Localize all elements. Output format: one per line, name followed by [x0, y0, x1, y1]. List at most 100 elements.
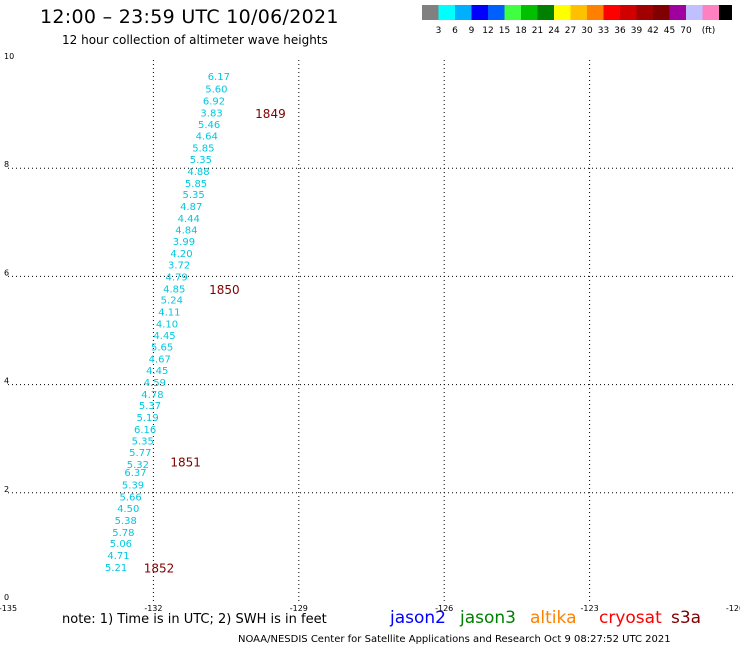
colorbar-label: 30: [581, 26, 593, 36]
wave-height-value: 3.72: [168, 260, 190, 271]
colorbar-label: (ft): [702, 26, 716, 36]
colorbar-swatch: [686, 5, 703, 20]
colorbar-label: 39: [631, 26, 643, 36]
wave-height-value: 5.21: [105, 563, 127, 574]
chart-subtitle: 12 hour collection of altimeter wave hei…: [62, 33, 328, 47]
colorbar-swatch: [488, 5, 505, 20]
wave-height-value: 5.35: [132, 436, 154, 447]
x-tick-label: -120: [726, 604, 740, 613]
colorbar-label: 70: [680, 26, 692, 36]
wave-height-value: 5.66: [119, 493, 141, 504]
wave-height-value: 6.92: [203, 97, 225, 108]
colorbar-swatch: [504, 5, 521, 20]
colorbar-label: 45: [664, 26, 675, 36]
legend-satellite-cryosat: cryosat: [599, 608, 662, 628]
wave-height-value: 5.85: [185, 179, 207, 190]
wave-height-value: 6.16: [134, 425, 156, 436]
colorbar-label: 33: [598, 26, 609, 36]
wave-height-value: 4.64: [196, 132, 218, 143]
x-tick-label: -129: [290, 604, 308, 613]
y-tick-label: 8: [4, 160, 9, 169]
wave-height-value: 4.11: [158, 308, 180, 319]
colorbar-label: 6: [452, 26, 458, 36]
colorbar-swatch: [653, 5, 670, 20]
colorbar-label: 36: [614, 26, 626, 36]
wave-height-value: 4.45: [146, 366, 168, 377]
time-label: 1851: [170, 455, 201, 469]
footer-credit: NOAA/NESDIS Center for Satellite Applica…: [238, 634, 671, 645]
wave-height-value: 5.60: [205, 85, 227, 96]
wave-height-value: 4.78: [141, 390, 163, 401]
colorbar-swatch: [669, 5, 686, 20]
colorbar-label: 18: [515, 26, 527, 36]
wave-height-value: 4.71: [107, 551, 129, 562]
wave-height-value: 4.20: [170, 249, 192, 260]
y-tick-label: 0: [4, 593, 9, 602]
wave-height-value: 4.44: [178, 214, 200, 225]
wave-height-value: 3.83: [200, 108, 222, 119]
colorbar-label: 27: [565, 26, 576, 36]
wave-height-value: 5.19: [136, 413, 158, 424]
x-tick-label: -123: [581, 604, 599, 613]
colorbar-swatch: [422, 5, 439, 20]
wave-height-value: 4.45: [153, 331, 175, 342]
wave-height-value: 5.35: [190, 155, 212, 166]
wave-height-value: 5.35: [182, 190, 204, 201]
colorbar-swatch: [620, 5, 637, 20]
wave-height-value: 5.78: [112, 528, 134, 539]
colorbar-swatch: [471, 5, 488, 20]
colorbar-swatch: [587, 5, 604, 20]
colorbar-swatch: [570, 5, 587, 20]
wave-height-value: 5.06: [110, 539, 132, 550]
wave-height-value: 4.50: [117, 504, 139, 515]
y-tick-label: 6: [4, 268, 9, 277]
wave-height-value: 4.88: [187, 167, 209, 178]
colorbar-label: 3: [436, 26, 442, 36]
wave-height-value: 6.37: [124, 468, 146, 479]
time-label: 1849: [255, 107, 286, 121]
colorbar-label: 12: [482, 26, 493, 36]
wave-height-value: 4.84: [175, 225, 197, 236]
legend-satellite-jason3: jason3: [460, 608, 516, 628]
wave-height-value: 5.39: [122, 481, 144, 492]
wave-height-value: 5.24: [161, 296, 183, 307]
colorbar-label: 15: [499, 26, 510, 36]
time-label: 1850: [209, 283, 240, 297]
chart-title: 12:00 – 23:59 UTC 10/06/2021: [40, 6, 339, 28]
time-label: 1852: [144, 561, 175, 575]
wave-height-value: 5.37: [139, 401, 161, 412]
wave-height-value: 5.38: [115, 516, 137, 527]
legend-satellite-altika: altika: [530, 608, 577, 628]
x-tick-label: -135: [0, 604, 17, 613]
wave-height-value: 4.87: [180, 202, 202, 213]
colorbar-label: 42: [647, 26, 658, 36]
wave-height-value: 5.46: [198, 120, 220, 131]
wave-height-value: 4.67: [149, 355, 171, 366]
colorbar-swatch: [438, 5, 455, 20]
colorbar-label: 24: [548, 26, 560, 36]
y-tick-label: 2: [4, 485, 9, 494]
wave-height-value: 5.77: [129, 448, 151, 459]
wave-height-value: 6.17: [208, 72, 230, 83]
wave-height-value: 4.79: [166, 272, 188, 283]
wave-height-value: 4.85: [163, 284, 185, 295]
wave-height-value: 5.85: [192, 144, 214, 155]
colorbar-legend: 3 6 9 12 15 18 21 24 27 30 33 36 39 42 45 70 (ft): [422, 5, 732, 36]
wave-height-value: 5.65: [151, 343, 173, 354]
wave-height-value: 5.32: [127, 460, 149, 471]
colorbar-swatch: [554, 5, 571, 20]
x-tick-label: -132: [144, 604, 162, 613]
colorbar-swatch: [537, 5, 554, 20]
wave-height-value: 4.59: [144, 378, 166, 389]
wave-height-value: 3.99: [173, 237, 195, 248]
colorbar-swatch: [636, 5, 653, 20]
colorbar-label: 21: [532, 26, 543, 36]
colorbar-swatch: [521, 5, 538, 20]
colorbar-swatch: [455, 5, 472, 20]
colorbar-label: 9: [469, 26, 475, 36]
colorbar-swatch: [719, 5, 732, 20]
colorbar-swatch: [603, 5, 620, 20]
colorbar-swatch: [702, 5, 719, 20]
footer-note: note: 1) Time is in UTC; 2) SWH is in fe…: [62, 612, 327, 627]
